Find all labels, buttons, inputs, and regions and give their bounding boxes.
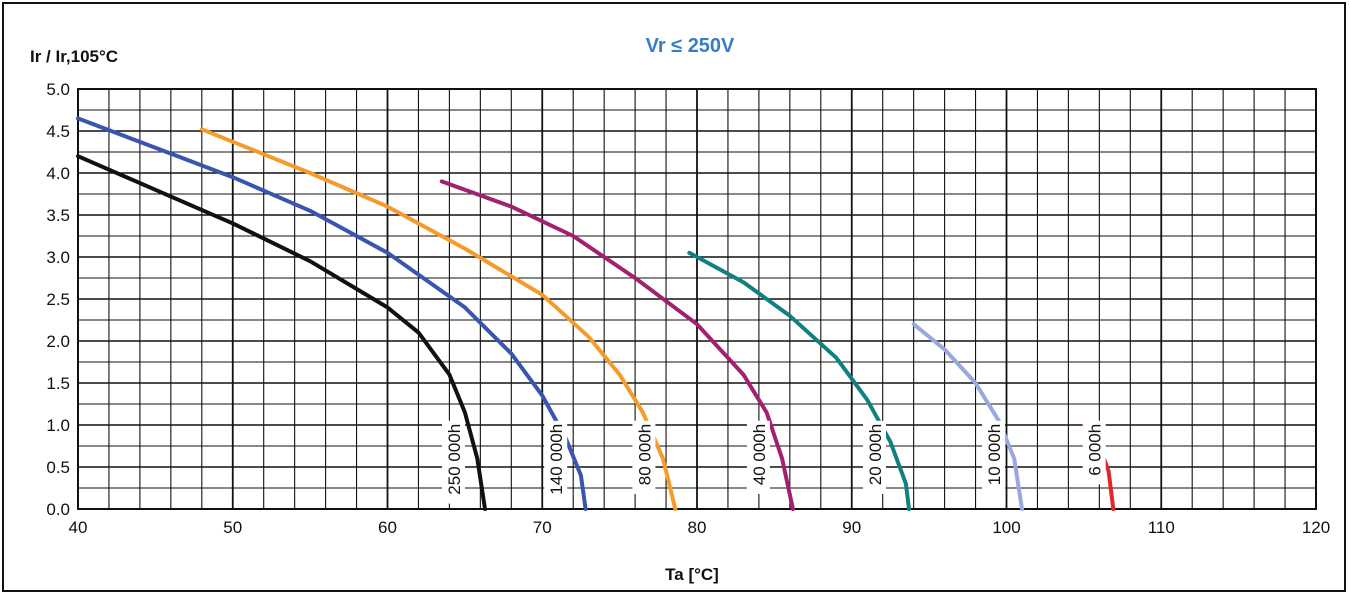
curve-label-text: 80 000h	[635, 424, 654, 485]
curve-label-text: 140 000h	[547, 424, 566, 495]
y-tick-label: 2.5	[46, 290, 70, 309]
y-tick-label: 3.0	[46, 248, 70, 267]
y-tick-label: 1.0	[46, 416, 70, 435]
curve-label-text: 250 000h	[445, 424, 464, 495]
curve-label: 250 000h	[442, 420, 465, 504]
curve-label: 80 000h	[632, 420, 656, 494]
curve-label-text: 10 000h	[985, 424, 1004, 485]
curve-label-background	[863, 420, 886, 494]
y-tick-label: 0.0	[46, 500, 70, 519]
y-tick-label: 5.0	[46, 80, 70, 99]
y-tick-label: 2.0	[46, 332, 70, 351]
series-line	[76, 116, 588, 511]
curve-label-background	[982, 420, 1006, 494]
y-tick-label: 4.0	[46, 164, 70, 183]
x-tick-label: 80	[688, 518, 707, 537]
curve-label: 20 000h	[863, 420, 886, 494]
curve-label-text: 20 000h	[866, 424, 885, 485]
x-tick-label: 120	[1302, 518, 1330, 537]
series-line	[76, 154, 487, 511]
series-line	[911, 322, 1024, 511]
curve-labels: 250 000h 140 000h 80 000h 40 000h 20 000h 10 …	[442, 420, 1106, 504]
curve-label: 10 000h	[982, 420, 1006, 494]
curve-label-background	[746, 420, 770, 494]
x-tick-label: 40	[69, 518, 88, 537]
y-tick-label: 3.5	[46, 206, 70, 225]
series-line	[687, 250, 911, 511]
y-tick-label: 4.5	[46, 122, 70, 141]
series-lines	[76, 116, 1116, 511]
x-tick-label: 50	[223, 518, 242, 537]
chart-title: Vr ≤ 250V	[646, 35, 735, 57]
curve-label-background	[1082, 420, 1106, 485]
x-axis-title: Ta [°C]	[665, 565, 719, 584]
x-tick-label: 100	[992, 518, 1020, 537]
curve-label-background	[442, 420, 465, 504]
x-tick-label: 110	[1148, 518, 1175, 537]
y-axis-title: Ir / Ir,105°C	[30, 47, 118, 66]
curve-label-background	[544, 420, 568, 504]
grid	[77, 88, 1317, 510]
curve-label-text: 6 000h	[1086, 424, 1105, 476]
x-tick-label: 60	[378, 518, 397, 537]
x-tick-label: 70	[533, 518, 552, 537]
curve-label-text: 40 000h	[750, 424, 769, 485]
y-tick-label: 1.5	[46, 374, 70, 393]
series-line	[439, 179, 795, 511]
x-tick-label: 90	[842, 518, 861, 537]
tick-labels: 40 50 60 70 80 90 100 110 120 0.0 0.5 1.0 1.5 2.0 2.5 3…	[46, 80, 1330, 537]
curve-label-background	[632, 420, 656, 494]
curve-label: 40 000h	[746, 420, 770, 494]
curve-label: 140 000h	[544, 420, 568, 504]
curve-label: 6 000h	[1082, 420, 1106, 485]
y-tick-label: 0.5	[46, 458, 70, 477]
